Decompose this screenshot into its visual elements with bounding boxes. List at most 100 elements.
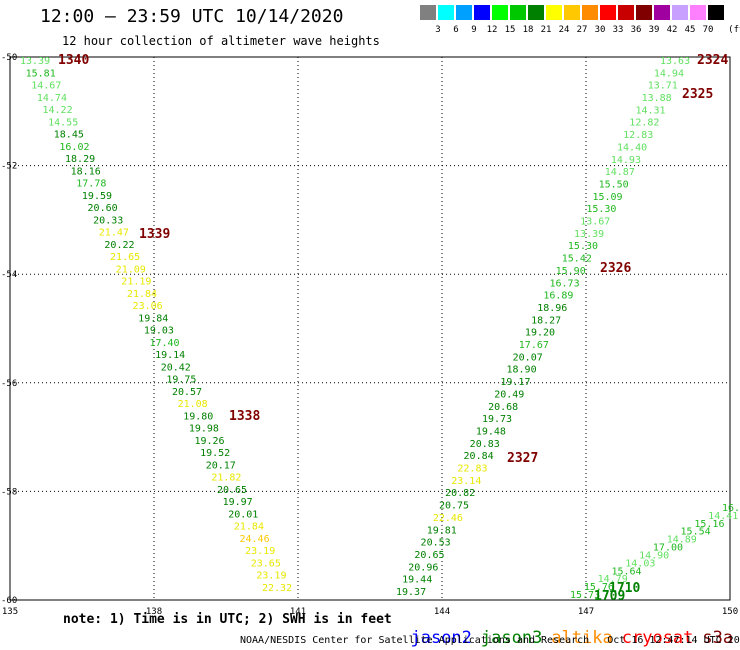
wave-height-value: 19.80 [183, 411, 213, 422]
legend-label: 3 [435, 25, 441, 35]
wave-height-value: 20.65 [414, 550, 444, 561]
wave-height-value: 19.59 [82, 191, 112, 202]
footer-timestamp: Oct 16 12:47:14 UTC 2020 [607, 635, 740, 646]
pass-id-label: 1709 [594, 589, 625, 604]
wave-height-value: 20.07 [513, 352, 543, 363]
pass-id-label: 1710 [609, 581, 640, 596]
wave-height-value: 16.02 [59, 142, 89, 153]
wave-height-value: 18.96 [537, 303, 567, 314]
satellite-jason2: jason2 [410, 628, 472, 648]
legend-label: 24 [558, 25, 570, 35]
wave-height-value: 21.19 [121, 277, 151, 288]
legend-label: 18 [522, 25, 534, 35]
wave-height-value: 20.65 [217, 485, 247, 496]
footer: NOAA/NESDIS Center for Satellite Applica… [240, 635, 740, 646]
wave-height-value: 14.89 [667, 535, 697, 546]
legend-label: 12 [486, 25, 498, 35]
wave-height-value: 13.39 [574, 229, 604, 240]
wave-height-value: 23.06 [133, 301, 163, 312]
satellite-s3a: s3a [702, 628, 734, 648]
legend-swatch [636, 5, 652, 20]
pass-id-label: 1338 [229, 409, 260, 424]
wave-height-value: 23.19 [256, 571, 286, 582]
wave-height-value: 23.65 [251, 558, 281, 569]
wave-height-value: 20.42 [161, 362, 191, 373]
lat-tick-label: -60 [1, 596, 17, 606]
legend-swatch [618, 5, 634, 20]
lat-tick-label: -52 [1, 162, 17, 172]
map-axes: 135 138 141 144 147 150 -50 -52 -54 -56 -58 -60 [1, 53, 738, 617]
lat-tick-label: -58 [1, 487, 17, 497]
wave-height-value: 19.17 [500, 377, 530, 388]
wave-height-value: 15.16 [694, 519, 724, 530]
wave-height-value: 13.71 [648, 81, 678, 92]
wave-height-value: 14.31 [635, 105, 665, 116]
legend-label: 6 [453, 25, 459, 35]
wave-height-value: 20.57 [172, 387, 202, 398]
legend-swatch [438, 5, 454, 20]
footer-credit: NOAA/NESDIS Center for Satellite Applica… [240, 635, 590, 646]
wave-height-value: 17.67 [519, 340, 549, 351]
track-c: 15.7315.7614.7915.6414.0314.9017.0014.89… [570, 503, 740, 601]
wave-height-value: 14.03 [625, 558, 655, 569]
wave-height-value: 15.50 [599, 179, 629, 190]
wave-height-value: 20.01 [228, 509, 258, 520]
lat-tick-label: -50 [1, 53, 17, 63]
wave-height-value: 20.53 [421, 538, 451, 549]
legend-swatch [492, 5, 508, 20]
legend-swatch [456, 5, 472, 20]
wave-height-value: 19.03 [144, 326, 174, 337]
wave-height-value: 23.19 [245, 546, 275, 557]
wave-height-value: 19.26 [194, 436, 224, 447]
wave-height-value: 20.82 [445, 488, 475, 499]
satellite-jason3: jason3 [480, 628, 543, 648]
wave-height-value: 23.14 [451, 476, 481, 487]
wave-height-value: 13.39 [20, 56, 50, 67]
page-title: 12:00 – 23:59 UTC 10/14/2020 [40, 6, 344, 27]
wave-height-value: 14.55 [48, 117, 78, 128]
wave-height-value: 14.41 [708, 511, 738, 522]
legend-label: 70 [702, 25, 714, 35]
wave-height-value: 21.47 [99, 228, 129, 239]
wave-height-value: 18.16 [71, 166, 101, 177]
pass-id-label: 1339 [139, 227, 170, 242]
satellite-cryosat: cryosat [621, 628, 694, 648]
legend-swatch [690, 5, 706, 20]
legend-label: 15 [504, 25, 516, 35]
footnote: note: 1) Time is in UTC; 2) SWH is in fe… [63, 612, 392, 627]
wave-height-value: 14.67 [31, 81, 61, 92]
legend-swatch [510, 5, 526, 20]
wave-height-value: 16.73 [549, 278, 579, 289]
wave-height-value: 22.46 [433, 513, 463, 524]
wave-height-value: 17.00 [653, 543, 683, 554]
legend-unit: (ft) [728, 25, 740, 35]
wave-height-value: 19.44 [402, 575, 432, 586]
wave-height-value: 15.90 [556, 266, 586, 277]
legend-swatch [420, 5, 436, 20]
wave-height-value: 20.96 [408, 562, 438, 573]
wave-height-value: 19.73 [482, 414, 512, 425]
wave-height-value: 13.67 [580, 217, 610, 228]
wave-height-value: 24.46 [239, 534, 269, 545]
map-frame [9, 56, 731, 601]
legend-label: 9 [471, 25, 477, 35]
legend-label: 33 [612, 25, 624, 35]
wave-height-value: 19.52 [200, 448, 230, 459]
wave-height-value: 19.20 [525, 328, 555, 339]
wave-height-value: 20.17 [206, 460, 236, 471]
pass-id-label: 2325 [682, 87, 713, 102]
wave-height-value: 18.29 [65, 154, 95, 165]
legend-swatch [654, 5, 670, 20]
map-grid [10, 57, 730, 600]
wave-height-value: 22.83 [457, 464, 487, 475]
wave-height-value: 14.90 [639, 550, 669, 561]
wave-height-value: 19.37 [396, 587, 426, 598]
legend-label: 36 [630, 25, 642, 35]
wave-height-value: 15.73 [570, 590, 600, 601]
wave-height-value: 13.63 [660, 56, 690, 67]
wave-height-value: 21.08 [178, 399, 208, 410]
pass-id-label: 2326 [600, 261, 631, 276]
wave-height-value: 22.32 [262, 583, 292, 594]
